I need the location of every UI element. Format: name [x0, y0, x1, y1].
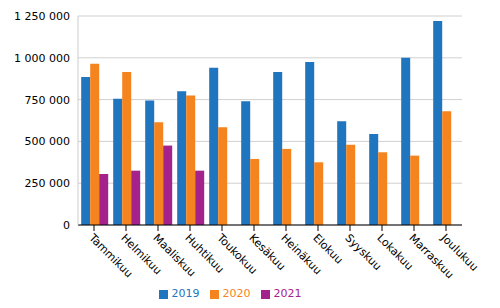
svg-text:1 000 000: 1 000 000 — [14, 52, 70, 65]
html-text:2020: 2020 — [222, 287, 251, 300]
svg-text:250 000: 250 000 — [25, 177, 71, 190]
svg-text:Tammikuu: Tammikuu — [86, 231, 136, 281]
svg-text:Kesäkuu: Kesäkuu — [246, 231, 288, 274]
svg-text:Maaliskuu: Maaliskuu — [150, 231, 199, 280]
svg-text:750 000: 750 000 — [25, 94, 71, 107]
svg-text:Helmikuu: Helmikuu — [118, 231, 165, 278]
html-text:2019: 2019 — [171, 287, 200, 300]
svg-text:0: 0 — [63, 219, 70, 232]
svg-text:Huhtikuu: Huhtikuu — [182, 231, 227, 276]
svg-text:Toukokuu: Toukokuu — [214, 231, 260, 277]
svg-text:Syyskuu: Syyskuu — [342, 231, 384, 273]
svg-text:Heinäkuu: Heinäkuu — [278, 231, 325, 278]
svg-text:1 250 000: 1 250 000 — [14, 10, 70, 23]
html-text:2021: 2021 — [273, 287, 302, 300]
svg-text:Marraskuu: Marraskuu — [406, 231, 457, 282]
svg-text:Lokakuu: Lokakuu — [374, 231, 416, 273]
svg-text:500 000: 500 000 — [25, 135, 71, 148]
svg-text:Joulukuu: Joulukuu — [438, 231, 481, 274]
svg-text:Elokuu: Elokuu — [310, 231, 345, 266]
